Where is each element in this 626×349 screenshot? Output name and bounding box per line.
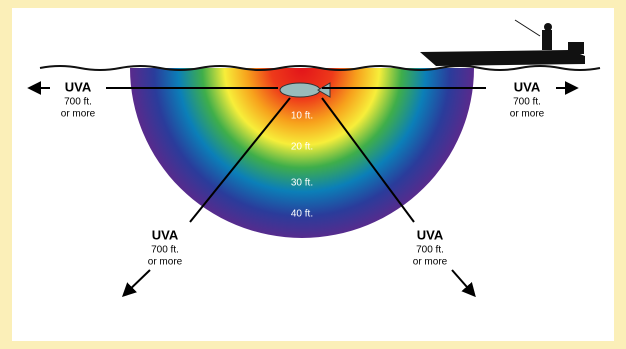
uva-range: 700 ft. — [513, 97, 541, 108]
uva-range: or more — [148, 257, 183, 268]
uva-title: UVA — [514, 79, 541, 94]
uva-range: 700 ft. — [151, 245, 179, 256]
uva-range: 700 ft. — [64, 97, 92, 108]
uva-title: UVA — [152, 227, 179, 242]
depth-label: 10 ft. — [291, 111, 313, 122]
uva-range: or more — [413, 257, 448, 268]
depth-label: 40 ft. — [291, 209, 313, 220]
page: UVA700 ft.or moreUVA700 ft.or moreUVA700… — [0, 0, 626, 349]
uva-title: UVA — [65, 79, 92, 94]
uva-range: 700 ft. — [416, 245, 444, 256]
uva-range: or more — [61, 109, 96, 120]
depth-label: 30 ft. — [291, 178, 313, 189]
diagram: UVA700 ft.or moreUVA700 ft.or moreUVA700… — [0, 0, 626, 349]
uva-range: or more — [510, 109, 545, 120]
depth-label: 20 ft. — [291, 142, 313, 153]
uva-title: UVA — [417, 227, 444, 242]
